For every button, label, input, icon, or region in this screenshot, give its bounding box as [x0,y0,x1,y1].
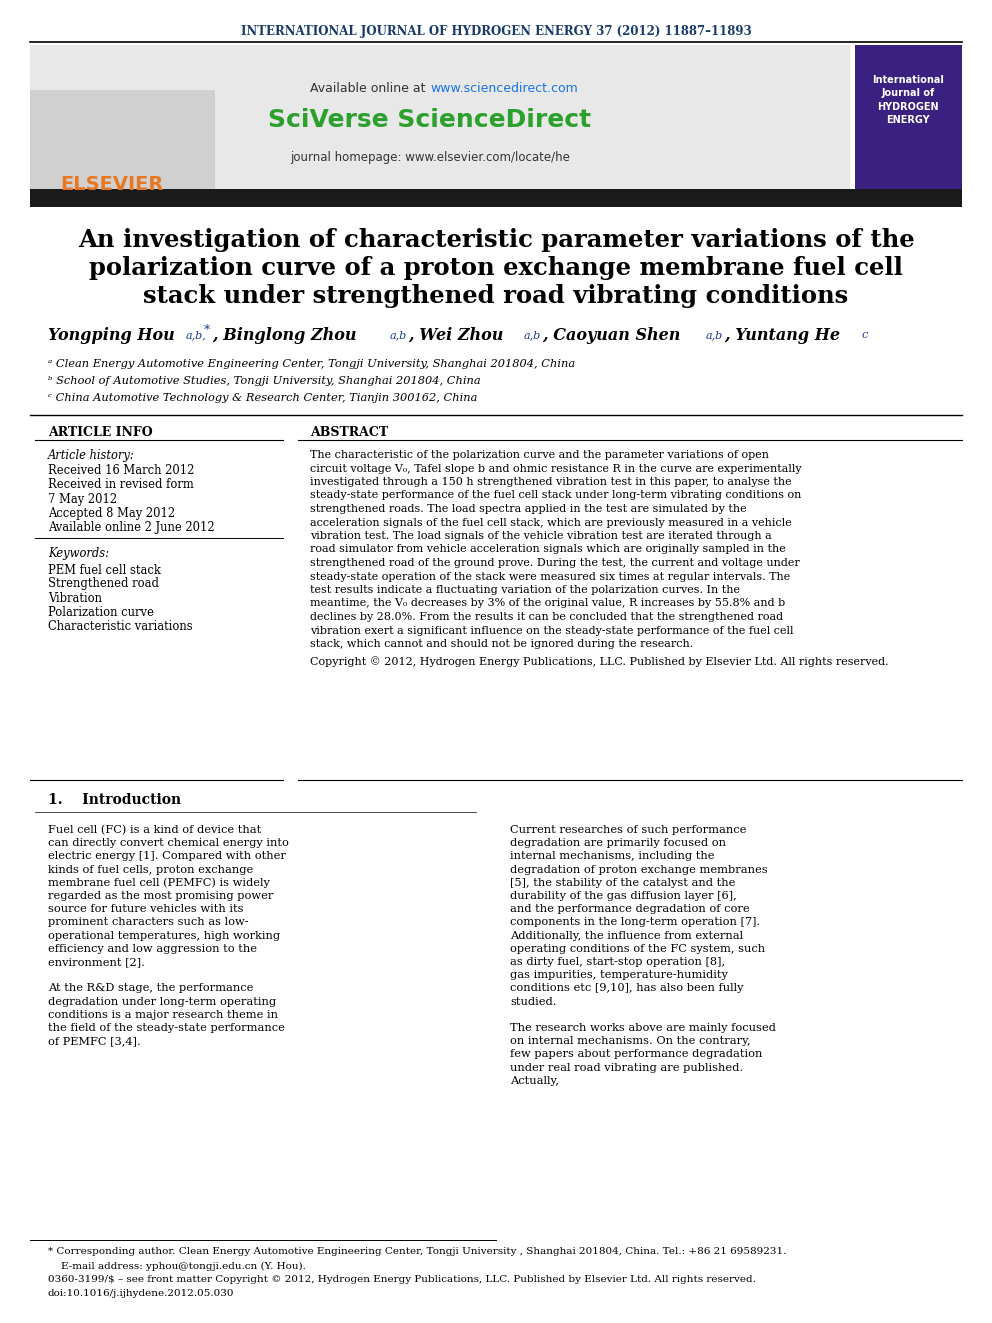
Text: source for future vehicles with its: source for future vehicles with its [48,904,243,914]
Text: investigated through a 150 h strengthened vibration test in this paper, to analy: investigated through a 150 h strengthene… [310,478,792,487]
Text: Additionally, the influence from external: Additionally, the influence from externa… [510,930,743,941]
Text: Received in revised form: Received in revised form [48,479,193,492]
Text: a,b: a,b [390,329,408,340]
Text: Polarization curve: Polarization curve [48,606,154,618]
Text: Vibration: Vibration [48,591,102,605]
Text: * Corresponding author. Clean Energy Automotive Engineering Center, Tongji Unive: * Corresponding author. Clean Energy Aut… [48,1248,787,1257]
Text: PEM fuel cell stack: PEM fuel cell stack [48,564,161,577]
Text: ᵇ School of Automotive Studies, Tongji University, Shanghai 201804, China: ᵇ School of Automotive Studies, Tongji U… [48,376,481,386]
Text: *: * [204,324,210,337]
Text: E-mail address: yphou@tongji.edu.cn (Y. Hou).: E-mail address: yphou@tongji.edu.cn (Y. … [48,1261,306,1270]
Text: and the performance degradation of core: and the performance degradation of core [510,904,750,914]
Text: meantime, the V₀ decreases by 3% of the original value, R increases by 55.8% and: meantime, the V₀ decreases by 3% of the … [310,598,786,609]
Text: durability of the gas diffusion layer [6],: durability of the gas diffusion layer [6… [510,890,737,901]
Text: on internal mechanisms. On the contrary,: on internal mechanisms. On the contrary, [510,1036,751,1046]
Text: , Yuntang He: , Yuntang He [724,327,840,344]
Text: regarded as the most promising power: regarded as the most promising power [48,890,274,901]
Text: 7 May 2012: 7 May 2012 [48,492,117,505]
Bar [855,45,962,191]
Text: polarization curve of a proton exchange membrane fuel cell: polarization curve of a proton exchange … [89,255,903,280]
Bar [30,90,215,191]
Text: of PEMFC [3,4].: of PEMFC [3,4]. [48,1036,141,1046]
Text: , Caoyuan Shen: , Caoyuan Shen [542,327,681,344]
Text: a,b,: a,b, [186,329,206,340]
Text: Article history:: Article history: [48,448,135,462]
Text: vibration exert a significant influence on the steady-state performance of the f: vibration exert a significant influence … [310,626,794,635]
Text: 0360-3199/$ – see front matter Copyright © 2012, Hydrogen Energy Publications, L: 0360-3199/$ – see front matter Copyright… [48,1275,756,1285]
Text: degradation of proton exchange membranes: degradation of proton exchange membranes [510,865,768,875]
Text: electric energy [1]. Compared with other: electric energy [1]. Compared with other [48,852,286,861]
Text: The research works above are mainly focused: The research works above are mainly focu… [510,1023,776,1033]
Text: SciVerse ScienceDirect: SciVerse ScienceDirect [269,108,591,132]
Text: Received 16 March 2012: Received 16 March 2012 [48,464,194,478]
Text: ELSEVIER: ELSEVIER [61,176,164,194]
Text: , Wei Zhou: , Wei Zhou [408,327,503,344]
Text: journal homepage: www.elsevier.com/locate/he: journal homepage: www.elsevier.com/locat… [290,152,570,164]
Text: ᶜ China Automotive Technology & Research Center, Tianjin 300162, China: ᶜ China Automotive Technology & Research… [48,393,477,404]
Text: vibration test. The load signals of the vehicle vibration test are iterated thro: vibration test. The load signals of the … [310,531,772,541]
Text: operational temperatures, high working: operational temperatures, high working [48,930,280,941]
Text: degradation are primarily focused on: degradation are primarily focused on [510,839,726,848]
Text: a,b: a,b [524,329,542,340]
Text: conditions is a major research theme in: conditions is a major research theme in [48,1009,278,1020]
Text: 1.    Introduction: 1. Introduction [48,792,182,807]
Text: gas impurities, temperature-humidity: gas impurities, temperature-humidity [510,970,728,980]
Text: strengthened roads. The load spectra applied in the test are simulated by the: strengthened roads. The load spectra app… [310,504,747,515]
Text: Characteristic variations: Characteristic variations [48,619,192,632]
Text: efficiency and low aggression to the: efficiency and low aggression to the [48,943,257,954]
Text: the field of the steady-state performance: the field of the steady-state performanc… [48,1023,285,1033]
Text: ABSTRACT: ABSTRACT [310,426,388,438]
Text: Available online at: Available online at [310,82,430,94]
Text: strengthened road of the ground prove. During the test, the current and voltage : strengthened road of the ground prove. D… [310,558,800,568]
Text: few papers about performance degradation: few papers about performance degradation [510,1049,763,1060]
Text: as dirty fuel, start-stop operation [8],: as dirty fuel, start-stop operation [8], [510,957,725,967]
Text: , Binglong Zhou: , Binglong Zhou [212,327,356,344]
Text: conditions etc [9,10], has also been fully: conditions etc [9,10], has also been ful… [510,983,743,994]
Text: acceleration signals of the fuel cell stack, which are previously measured in a : acceleration signals of the fuel cell st… [310,517,792,528]
Text: degradation under long-term operating: degradation under long-term operating [48,996,276,1007]
Text: [5], the stability of the catalyst and the: [5], the stability of the catalyst and t… [510,877,735,888]
Text: operating conditions of the FC system, such: operating conditions of the FC system, s… [510,943,765,954]
Text: studied.: studied. [510,996,557,1007]
Text: International
Journal of
HYDROGEN
ENERGY: International Journal of HYDROGEN ENERGY [872,75,944,124]
Text: Fuel cell (FC) is a kind of device that: Fuel cell (FC) is a kind of device that [48,824,261,835]
Text: Current researches of such performance: Current researches of such performance [510,826,746,835]
Text: components in the long-term operation [7].: components in the long-term operation [7… [510,917,760,927]
Text: kinds of fuel cells, proton exchange: kinds of fuel cells, proton exchange [48,865,253,875]
Text: INTERNATIONAL JOURNAL OF HYDROGEN ENERGY 37 (2012) 11887–11893: INTERNATIONAL JOURNAL OF HYDROGEN ENERGY… [241,25,751,38]
Text: stack, which cannot and should not be ignored during the research.: stack, which cannot and should not be ig… [310,639,693,650]
Text: doi:10.1016/j.ijhydene.2012.05.030: doi:10.1016/j.ijhydene.2012.05.030 [48,1290,234,1298]
Text: steady-state operation of the stack were measured six times at regular intervals: steady-state operation of the stack were… [310,572,791,582]
Text: membrane fuel cell (PEMFC) is widely: membrane fuel cell (PEMFC) is widely [48,877,270,888]
Text: At the R&D stage, the performance: At the R&D stage, the performance [48,983,253,994]
Text: Available online 2 June 2012: Available online 2 June 2012 [48,520,214,533]
Text: circuit voltage V₀, Tafel slope b and ohmic resistance R in the curve are experi: circuit voltage V₀, Tafel slope b and oh… [310,463,802,474]
Bar [30,189,962,206]
Text: under real road vibrating are published.: under real road vibrating are published. [510,1062,743,1073]
Text: www.sciencedirect.com: www.sciencedirect.com [430,82,577,94]
Text: internal mechanisms, including the: internal mechanisms, including the [510,852,714,861]
Text: The characteristic of the polarization curve and the parameter variations of ope: The characteristic of the polarization c… [310,450,769,460]
Text: Strengthened road: Strengthened road [48,578,159,590]
Text: ᵃ Clean Energy Automotive Engineering Center, Tongji University, Shanghai 201804: ᵃ Clean Energy Automotive Engineering Ce… [48,359,575,369]
Text: ARTICLE INFO: ARTICLE INFO [48,426,153,438]
Text: Actually,: Actually, [510,1076,559,1086]
Bar [30,45,850,191]
Text: road simulator from vehicle acceleration signals which are originally sampled in: road simulator from vehicle acceleration… [310,545,786,554]
Text: steady-state performance of the fuel cell stack under long-term vibrating condit: steady-state performance of the fuel cel… [310,491,802,500]
Text: c: c [862,329,868,340]
Text: can directly convert chemical energy into: can directly convert chemical energy int… [48,839,289,848]
Text: declines by 28.0%. From the results it can be concluded that the strengthened ro: declines by 28.0%. From the results it c… [310,613,783,622]
Text: stack under strengthened road vibrating conditions: stack under strengthened road vibrating … [144,284,848,308]
Text: Accepted 8 May 2012: Accepted 8 May 2012 [48,507,176,520]
Text: An investigation of characteristic parameter variations of the: An investigation of characteristic param… [77,228,915,251]
Text: test results indicate a fluctuating variation of the polarization curves. In the: test results indicate a fluctuating vari… [310,585,740,595]
Text: Keywords:: Keywords: [48,548,109,561]
Text: environment [2].: environment [2]. [48,957,145,967]
Text: prominent characters such as low-: prominent characters such as low- [48,917,249,927]
Text: Yongping Hou: Yongping Hou [48,327,175,344]
Text: Copyright © 2012, Hydrogen Energy Publications, LLC. Published by Elsevier Ltd. : Copyright © 2012, Hydrogen Energy Public… [310,656,889,667]
Text: a,b: a,b [706,329,723,340]
